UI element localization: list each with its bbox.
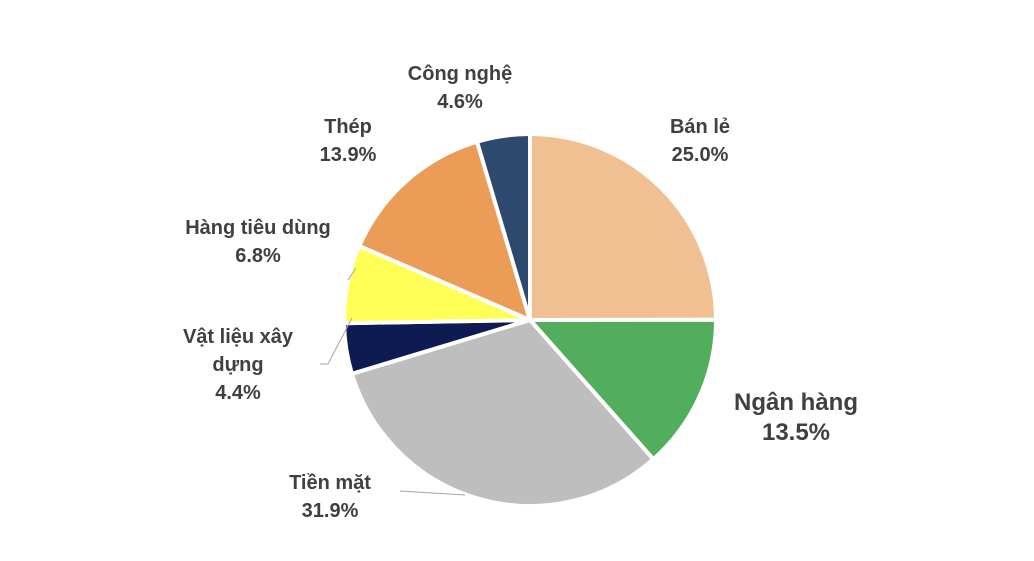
slice-label-text: Tiền mặt (289, 472, 371, 494)
slice-label-text: dựng (212, 354, 263, 376)
slice-label-ban-le: Bán lẻ 25.0% (670, 116, 730, 166)
slice-value-label: 13.9% (320, 144, 377, 166)
leader-lines (320, 267, 466, 496)
slice-label-text: Bán lẻ (670, 116, 730, 138)
pie-slice-cong-nghe (475, 132, 532, 322)
slice-value-label: 31.9% (302, 500, 359, 522)
pie-slice-ban-le (528, 132, 718, 322)
slice-label-tien-mat: Tiền mặt 31.9% (289, 472, 371, 522)
slice-label-text: Vật liệu xây (183, 326, 294, 348)
pie-slice-thep (357, 139, 532, 322)
slice-value-label: 4.6% (437, 91, 483, 113)
slice-value-label: 25.0% (672, 144, 729, 166)
slice-label-text: Ngân hàng (734, 389, 858, 416)
leader-line-hang-tieu-dung (347, 267, 357, 281)
leader-line-vat-lieu-xay-dung (320, 317, 353, 365)
slice-label-text: Công nghệ (408, 63, 512, 85)
slice-label-vat-lieu-xay-dung: Vật liệu xây dựng 4.4% (183, 326, 294, 404)
slice-label-text: Hàng tiêu dùng (185, 217, 331, 239)
slice-label-ngan-hang: Ngân hàng 13.5% (734, 389, 858, 446)
slice-value-label: 4.4% (215, 382, 261, 404)
slice-value-label: 13.5% (762, 419, 830, 446)
leader-line-tien-mat (399, 490, 466, 496)
slice-label-cong-nghe: Công nghệ 4.6% (408, 63, 512, 113)
slice-labels: Bán lẻ 25.0% Ngân hàng 13.5% Tiền mặt 31.9% Vậ… (183, 63, 858, 522)
pie-slice-ngan-hang (528, 317, 719, 462)
slice-label-text: Thép (324, 116, 372, 138)
slice-label-thep: Thép 13.9% (320, 116, 377, 166)
slice-label-hang-tieu-dung: Hàng tiêu dùng 6.8% (185, 217, 331, 267)
slices-layer (342, 132, 719, 508)
slice-value-label: 6.8% (235, 245, 281, 267)
pie-slice-tien-mat (349, 318, 656, 508)
